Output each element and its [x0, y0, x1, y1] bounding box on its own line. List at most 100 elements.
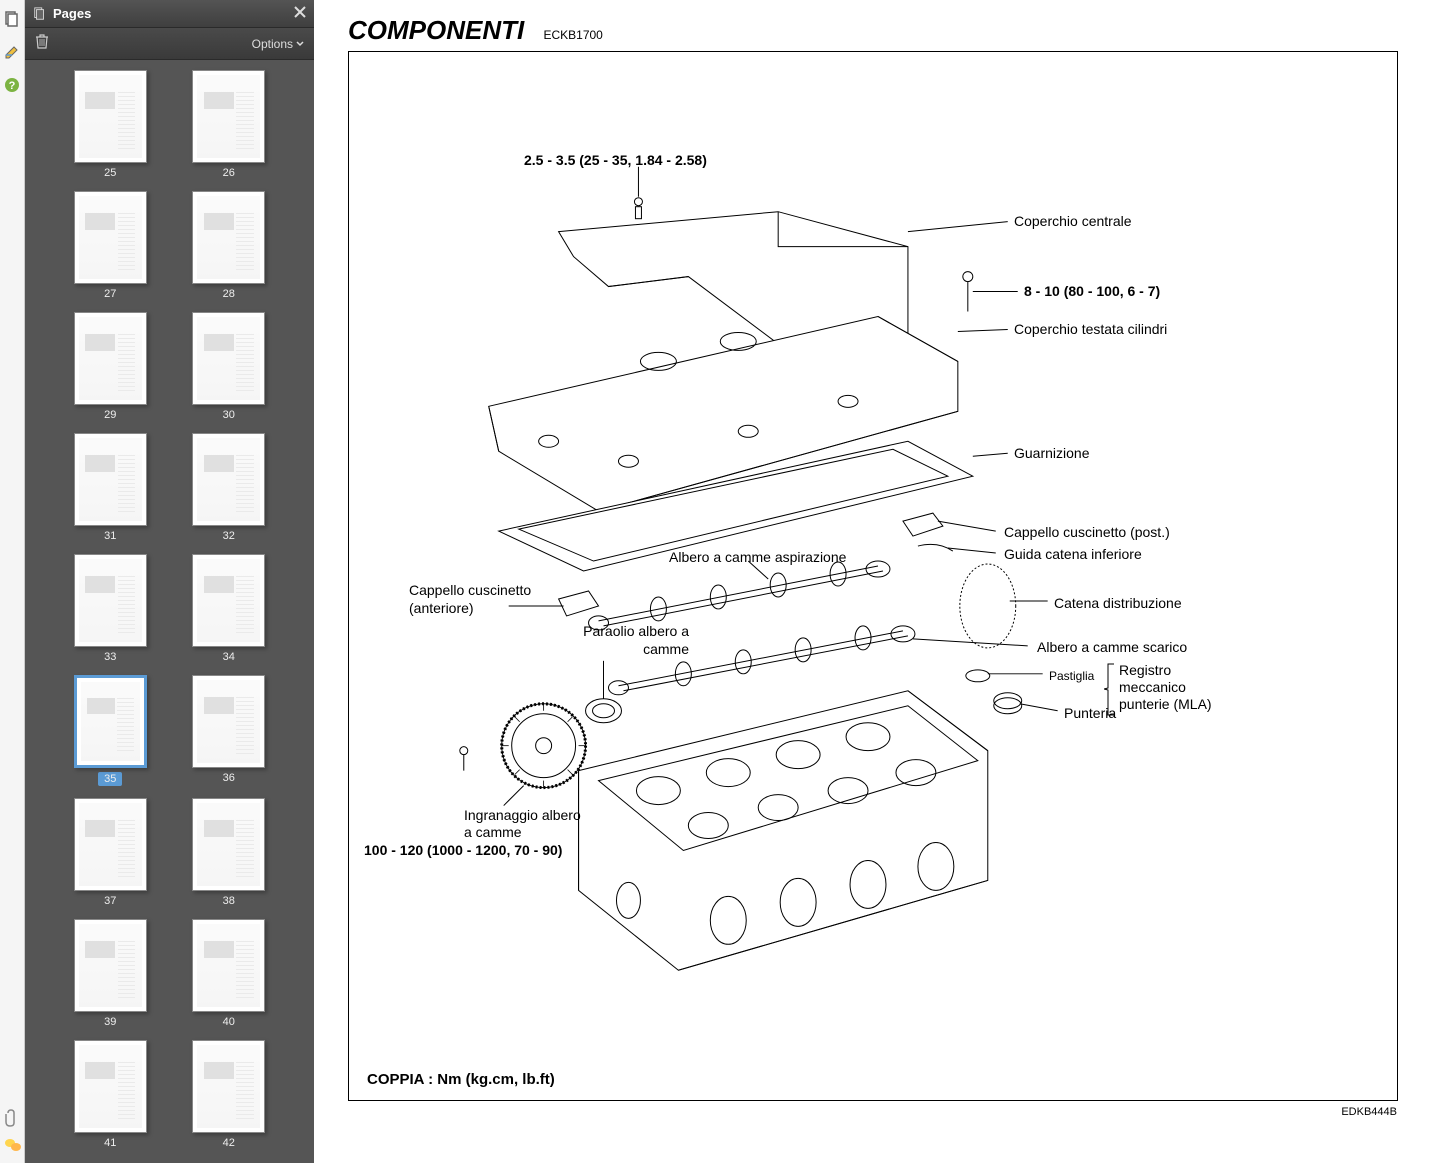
pages-tool-icon[interactable] — [3, 10, 21, 28]
close-icon[interactable] — [294, 5, 306, 23]
thumb-image — [74, 70, 147, 163]
options-label: Options — [252, 37, 293, 51]
comments-icon[interactable] — [4, 1137, 22, 1158]
paraolio-label-2: camme — [569, 641, 689, 657]
thumb-image — [192, 191, 265, 284]
trash-icon[interactable] — [35, 33, 49, 54]
thumbnail-page-30[interactable]: 30 — [174, 312, 285, 421]
thumbnail-page-26[interactable]: 26 — [174, 70, 285, 179]
title-code: ECKB1700 — [543, 28, 602, 42]
thumb-image — [74, 675, 147, 768]
thumb-image — [192, 1040, 265, 1133]
bracket-icon — [1104, 662, 1116, 717]
registro-label-2: meccanico — [1119, 679, 1186, 695]
torque-top-label: 2.5 - 3.5 (25 - 35, 1.84 - 2.58) — [524, 152, 707, 168]
thumb-image — [192, 312, 265, 405]
coperchio-testata-label: Coperchio testata cilindri — [1014, 321, 1167, 337]
panel-toolbar: Options — [25, 28, 314, 60]
thumbnail-page-39[interactable]: 39 — [55, 919, 166, 1028]
thumb-page-number: 32 — [223, 530, 235, 542]
thumb-page-number: 26 — [223, 167, 235, 179]
pages-header-icon — [33, 7, 47, 21]
thumb-image — [74, 312, 147, 405]
thumb-image — [192, 675, 265, 768]
thumb-page-number: 38 — [223, 895, 235, 907]
pastiglia-label: Pastiglia — [1049, 669, 1094, 683]
thumbnail-page-34[interactable]: 34 — [174, 554, 285, 663]
thumbnail-page-42[interactable]: 42 — [174, 1040, 285, 1149]
diagram-container: 2.5 - 3.5 (25 - 35, 1.84 - 2.58) Coperch… — [348, 51, 1398, 1101]
thumb-image — [192, 919, 265, 1012]
thumb-page-number: 28 — [223, 288, 235, 300]
thumb-image — [74, 433, 147, 526]
thumbnail-page-28[interactable]: 28 — [174, 191, 285, 300]
thumb-page-number: 41 — [104, 1137, 116, 1149]
edit-tool-icon[interactable] — [3, 43, 21, 61]
thumb-page-number: 27 — [104, 288, 116, 300]
pages-panel: Pages Options 25 26 27 28 29 30 31 32 33 34 35 36 37… — [25, 0, 314, 1163]
thumb-image — [74, 554, 147, 647]
thumbnail-page-36[interactable]: 36 — [174, 675, 285, 786]
panel-title: Pages — [33, 6, 91, 21]
thumb-image — [192, 798, 265, 891]
guarnizione-label: Guarnizione — [1014, 445, 1090, 461]
catena-dist-label: Catena distribuzione — [1054, 595, 1182, 611]
thumb-page-number: 25 — [104, 167, 116, 179]
thumb-page-number: 42 — [223, 1137, 235, 1149]
thumbnail-page-25[interactable]: 25 — [55, 70, 166, 179]
thumb-image — [74, 919, 147, 1012]
main-content: COMPONENTI ECKB1700 — [318, 0, 1436, 1163]
thumbnails-container[interactable]: 25 26 27 28 29 30 31 32 33 34 35 36 37 38 39 40 41 42 — [25, 60, 314, 1163]
options-button[interactable]: Options — [252, 37, 304, 51]
thumbnails-grid: 25 26 27 28 29 30 31 32 33 34 35 36 37 38 39 40 41 42 — [25, 70, 314, 1149]
thumbnail-page-35[interactable]: 35 — [55, 675, 166, 786]
thumbnail-page-29[interactable]: 29 — [55, 312, 166, 421]
thumbnail-page-40[interactable]: 40 — [174, 919, 285, 1028]
thumb-image — [74, 798, 147, 891]
attachment-icon[interactable] — [4, 1108, 20, 1133]
chevron-down-icon — [296, 41, 304, 47]
thumb-page-number: 37 — [104, 895, 116, 907]
thumb-image — [192, 433, 265, 526]
thumb-page-number: 31 — [104, 530, 116, 542]
title-text: COMPONENTI — [348, 15, 524, 45]
cappello-ant-label-1: Cappello cuscinetto — [409, 582, 531, 598]
thumb-page-number: 30 — [223, 409, 235, 421]
thumb-image — [192, 70, 265, 163]
cappello-ant-label-2: (anteriore) — [409, 600, 474, 616]
ingranaggio-label-1: Ingranaggio albero — [464, 807, 581, 823]
thumb-image — [192, 554, 265, 647]
torque-bottom-label: 100 - 120 (1000 - 1200, 70 - 90) — [364, 842, 562, 858]
thumbnail-page-27[interactable]: 27 — [55, 191, 166, 300]
panel-header: Pages — [25, 0, 314, 28]
engine-diagram-svg — [349, 52, 1397, 1100]
page-title: COMPONENTI ECKB1700 — [348, 15, 1406, 46]
thumb-page-number: 39 — [104, 1016, 116, 1028]
torque-right-label: 8 - 10 (80 - 100, 6 - 7) — [1024, 283, 1160, 299]
diagram-ref: EDKB444B — [1341, 1106, 1397, 1118]
thumb-page-number: 33 — [104, 651, 116, 663]
thumb-page-number: 34 — [223, 651, 235, 663]
diagram-footer: COPPIA : Nm (kg.cm, lb.ft) — [367, 1071, 555, 1088]
panel-title-text: Pages — [53, 6, 91, 21]
paraolio-label-1: Paraolio albero a — [569, 623, 689, 639]
thumb-page-number: 40 — [223, 1016, 235, 1028]
help-tool-icon[interactable]: ? — [3, 76, 21, 94]
thumbnail-page-33[interactable]: 33 — [55, 554, 166, 663]
thumbnail-page-41[interactable]: 41 — [55, 1040, 166, 1149]
registro-label-1: Registro — [1119, 662, 1171, 678]
coperchio-centrale-label: Coperchio centrale — [1014, 213, 1132, 229]
thumb-image — [74, 1040, 147, 1133]
left-toolbar: ? — [0, 0, 25, 1163]
ingranaggio-label-2: a camme — [464, 824, 522, 840]
svg-text:?: ? — [9, 80, 16, 92]
thumb-page-number: 29 — [104, 409, 116, 421]
cappello-post-label: Cappello cuscinetto (post.) — [1004, 524, 1170, 540]
albero-scarico-label: Albero a camme scarico — [1037, 639, 1187, 655]
thumbnail-page-31[interactable]: 31 — [55, 433, 166, 542]
guida-catena-label: Guida catena inferiore — [1004, 546, 1142, 562]
thumbnail-page-32[interactable]: 32 — [174, 433, 285, 542]
thumbnail-page-38[interactable]: 38 — [174, 798, 285, 907]
thumb-page-number: 35 — [98, 772, 122, 786]
thumbnail-page-37[interactable]: 37 — [55, 798, 166, 907]
